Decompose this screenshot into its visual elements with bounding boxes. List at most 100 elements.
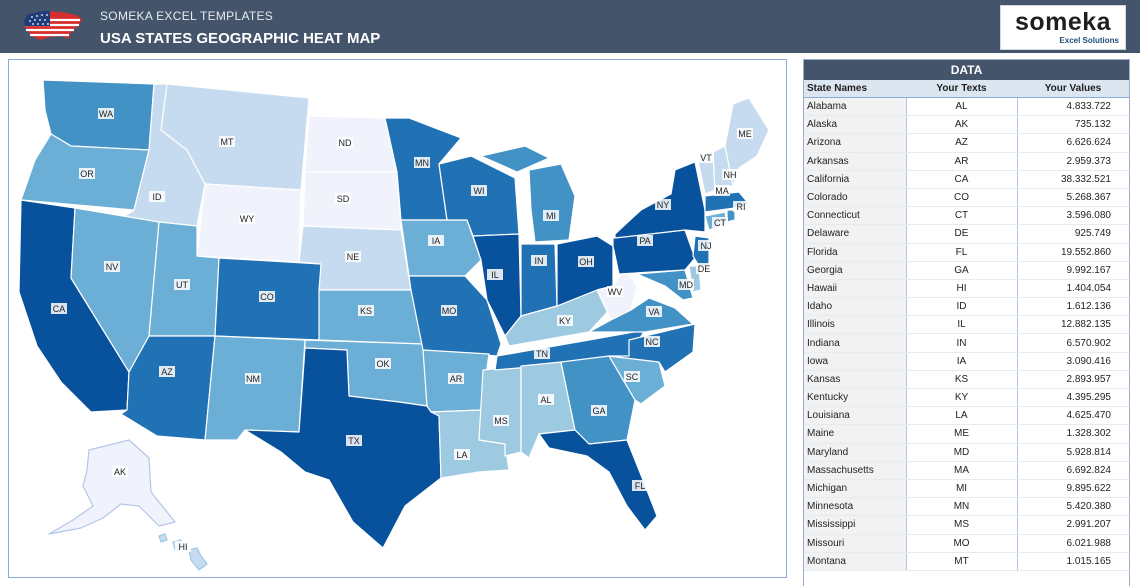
state-name-cell[interactable]: Missouri — [804, 534, 907, 553]
state-value-cell[interactable]: 12.882.135 — [1017, 315, 1129, 335]
state-value-cell[interactable]: 9.895.622 — [1017, 479, 1129, 499]
state-name-cell[interactable]: Idaho — [804, 297, 907, 317]
state-sd[interactable] — [302, 171, 402, 231]
state-value-cell[interactable]: 1.328.302 — [1017, 424, 1129, 444]
state-value-cell[interactable]: 6.570.902 — [1017, 333, 1129, 353]
state-text-cell[interactable]: CT — [906, 206, 1018, 226]
state-ks[interactable] — [318, 289, 424, 345]
state-tx[interactable] — [244, 347, 442, 549]
state-text-cell[interactable]: DE — [906, 224, 1018, 244]
state-text-cell[interactable]: ID — [906, 297, 1018, 317]
state-text-cell[interactable]: CA — [906, 170, 1018, 189]
state-text-cell[interactable]: AZ — [906, 133, 1018, 153]
state-text-cell[interactable]: MO — [906, 534, 1018, 553]
column-header-your-values[interactable]: Your Values — [1017, 80, 1129, 98]
state-name-cell[interactable]: Louisiana — [804, 406, 907, 426]
state-name-cell[interactable]: Illinois — [804, 315, 907, 335]
state-value-cell[interactable]: 735.132 — [1017, 115, 1129, 135]
state-label-az: AZ — [161, 367, 173, 377]
state-value-cell[interactable]: 1.404.054 — [1017, 279, 1129, 299]
state-name-cell[interactable]: Arizona — [804, 133, 907, 153]
state-value-cell[interactable]: 38.332.521 — [1017, 170, 1129, 189]
state-name-cell[interactable]: Arkansas — [804, 152, 907, 171]
state-text-cell[interactable]: AL — [906, 97, 1018, 117]
state-value-cell[interactable]: 3.090.416 — [1017, 352, 1129, 371]
state-label-bg — [175, 541, 191, 552]
table-row: Michigan MI 9.895.622 — [804, 479, 1129, 499]
state-me[interactable] — [724, 97, 770, 187]
state-value-cell[interactable]: 6.692.824 — [1017, 461, 1129, 480]
state-in[interactable] — [520, 243, 558, 317]
state-name-cell[interactable]: Maine — [804, 424, 907, 444]
state-name-cell[interactable]: Michigan — [804, 479, 907, 499]
state-md[interactable] — [636, 269, 694, 301]
state-value-cell[interactable]: 5.268.367 — [1017, 188, 1129, 208]
state-name-cell[interactable]: Iowa — [804, 352, 907, 371]
state-name-cell[interactable]: California — [804, 170, 907, 189]
state-name-cell[interactable]: Delaware — [804, 224, 907, 244]
state-label-bg — [441, 305, 457, 316]
state-nm[interactable] — [204, 335, 306, 441]
state-text-cell[interactable]: MI — [906, 479, 1018, 499]
state-name-cell[interactable]: Georgia — [804, 261, 907, 280]
state-fl[interactable] — [538, 429, 658, 531]
state-text-cell[interactable]: CO — [906, 188, 1018, 208]
state-text-cell[interactable]: ME — [906, 424, 1018, 444]
column-header-state-names[interactable]: State Names — [804, 80, 906, 98]
state-name-cell[interactable]: Indiana — [804, 333, 907, 353]
state-text-cell[interactable]: FL — [906, 243, 1018, 262]
state-text-cell[interactable]: IA — [906, 352, 1018, 371]
state-name-cell[interactable]: Kentucky — [804, 388, 907, 408]
state-name-cell[interactable]: Montana — [804, 552, 907, 571]
state-text-cell[interactable]: KS — [906, 370, 1018, 390]
someka-logo[interactable]: someka Excel Solutions — [1000, 5, 1126, 50]
state-name-cell[interactable]: Maryland — [804, 443, 907, 462]
state-text-cell[interactable]: KY — [906, 388, 1018, 408]
state-value-cell[interactable]: 1.612.136 — [1017, 297, 1129, 317]
state-value-cell[interactable]: 2.991.207 — [1017, 515, 1129, 535]
state-text-cell[interactable]: IN — [906, 333, 1018, 353]
state-text-cell[interactable]: HI — [906, 279, 1018, 299]
state-text-cell[interactable]: LA — [906, 406, 1018, 426]
state-name-cell[interactable]: Connecticut — [804, 206, 907, 226]
state-value-cell[interactable]: 3.596.080 — [1017, 206, 1129, 226]
state-text-cell[interactable]: MT — [906, 552, 1018, 571]
state-value-cell[interactable]: 4.395.295 — [1017, 388, 1129, 408]
table-row: Illinois IL 12.882.135 — [804, 315, 1129, 335]
state-name-cell[interactable]: Hawaii — [804, 279, 907, 299]
state-name-cell[interactable]: Colorado — [804, 188, 907, 208]
state-name-cell[interactable]: Minnesota — [804, 497, 907, 517]
state-name-cell[interactable]: Massachusetts — [804, 461, 907, 480]
state-ak[interactable] — [48, 439, 176, 535]
state-value-cell[interactable]: 925.749 — [1017, 224, 1129, 244]
state-value-cell[interactable]: 2.893.957 — [1017, 370, 1129, 390]
state-value-cell[interactable]: 1.015.165 — [1017, 552, 1129, 571]
state-value-cell[interactable]: 6.626.624 — [1017, 133, 1129, 153]
state-text-cell[interactable]: AR — [906, 152, 1018, 171]
state-va[interactable] — [588, 297, 694, 333]
state-text-cell[interactable]: GA — [906, 261, 1018, 280]
state-nc[interactable] — [608, 323, 696, 373]
state-text-cell[interactable]: MA — [906, 461, 1018, 480]
state-text-cell[interactable]: IL — [906, 315, 1018, 335]
state-value-cell[interactable]: 9.992.167 — [1017, 261, 1129, 280]
state-value-cell[interactable]: 19.552.860 — [1017, 243, 1129, 262]
state-value-cell[interactable]: 4.625.470 — [1017, 406, 1129, 426]
state-text-cell[interactable]: AK — [906, 115, 1018, 135]
state-ia[interactable] — [400, 219, 482, 277]
state-text-cell[interactable]: MD — [906, 443, 1018, 462]
state-value-cell[interactable]: 4.833.722 — [1017, 97, 1129, 117]
state-value-cell[interactable]: 2.959.373 — [1017, 152, 1129, 171]
state-name-cell[interactable]: Mississippi — [804, 515, 907, 535]
state-value-cell[interactable]: 5.928.814 — [1017, 443, 1129, 462]
state-text-cell[interactable]: MS — [906, 515, 1018, 535]
state-text-cell[interactable]: MN — [906, 497, 1018, 517]
state-value-cell[interactable]: 5.420.380 — [1017, 497, 1129, 517]
state-name-cell[interactable]: Kansas — [804, 370, 907, 390]
column-header-your-texts[interactable]: Your Texts — [906, 80, 1017, 98]
state-value-cell[interactable]: 6.021.988 — [1017, 534, 1129, 553]
state-name-cell[interactable]: Florida — [804, 243, 907, 262]
state-name-cell[interactable]: Alaska — [804, 115, 907, 135]
state-name-cell[interactable]: Alabama — [804, 97, 907, 117]
state-label-bg — [712, 217, 728, 228]
